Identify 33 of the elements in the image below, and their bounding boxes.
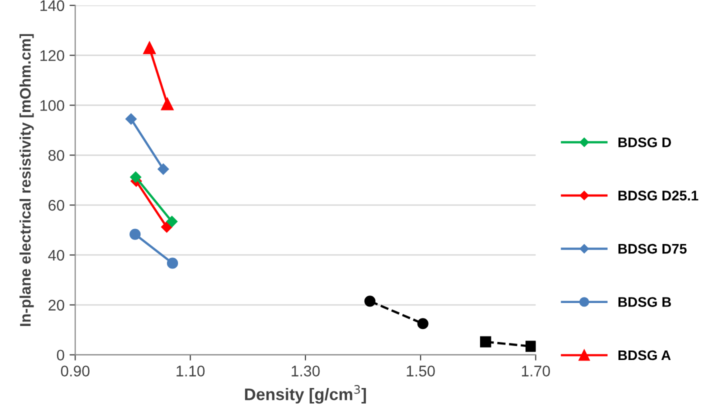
point	[130, 228, 141, 240]
y-tick-label: 0	[56, 350, 64, 361]
point	[526, 340, 536, 352]
point	[364, 296, 376, 307]
point	[480, 336, 492, 348]
x-tick-label: 1.50	[406, 366, 435, 376]
x-tick-label: 1.30	[292, 366, 320, 376]
x-axis-title: Density [g/cm$^{3}$]	[245, 385, 366, 404]
legend-label: BDSG D	[618, 137, 671, 148]
legend-label: BDSG D25.1	[618, 190, 698, 200]
x-tick-label: 1.10	[176, 366, 205, 376]
y-tick-label: 80	[48, 150, 64, 161]
point	[143, 42, 156, 54]
y-tick-label: 20	[48, 300, 64, 311]
point	[417, 318, 428, 330]
x-tick-label: 0.90	[60, 366, 90, 376]
point	[161, 98, 174, 110]
y-tick-label: 140	[40, 0, 64, 12]
legend-label: BDSG B	[618, 297, 671, 307]
legend-label: BDSG A	[618, 350, 671, 360]
legend-label: BDSG D75	[618, 244, 687, 254]
point	[166, 258, 178, 269]
y-tick-label: 40	[48, 250, 64, 261]
point	[130, 172, 142, 183]
point	[166, 216, 178, 228]
y-tick-label: 100	[40, 100, 64, 111]
x-tick-label: 1.70	[522, 366, 550, 376]
y-tick-label: 60	[48, 200, 64, 211]
point	[161, 221, 172, 233]
y-axis-title: In-plane electrical resistivity [mOhm.cm]	[20, 34, 34, 326]
point	[125, 113, 137, 125]
y-tick-label: 120	[40, 50, 64, 61]
point	[158, 164, 169, 175]
